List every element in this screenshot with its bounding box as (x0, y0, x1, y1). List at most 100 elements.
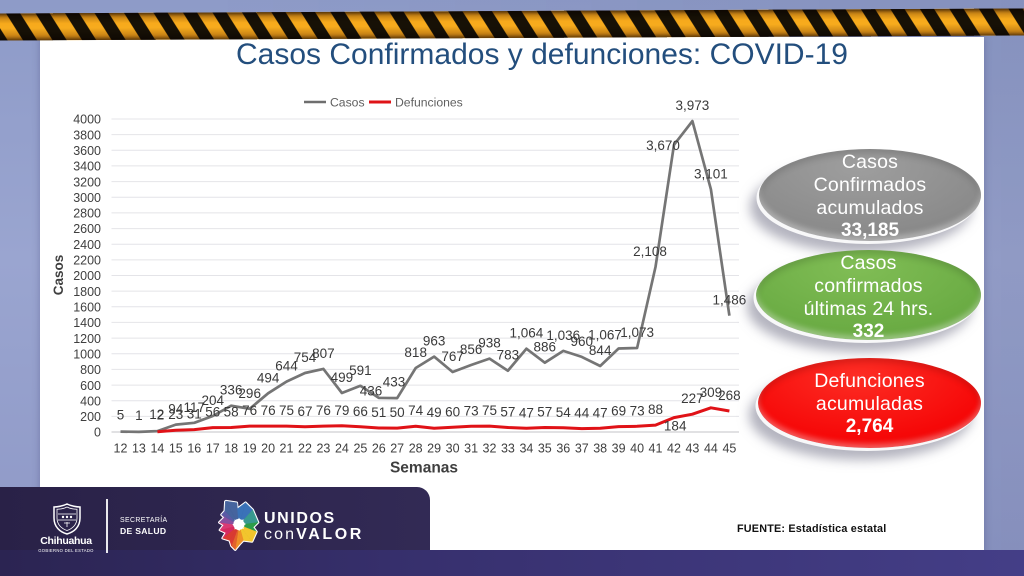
svg-text:2: 2 (157, 408, 165, 423)
svg-text:45: 45 (722, 442, 736, 456)
svg-text:Semanas: Semanas (390, 460, 458, 477)
svg-text:23: 23 (316, 442, 330, 456)
svg-text:117: 117 (184, 400, 206, 415)
svg-text:54: 54 (556, 405, 572, 420)
svg-text:75: 75 (279, 403, 294, 418)
svg-text:94: 94 (168, 402, 184, 417)
svg-text:1,067: 1,067 (588, 328, 622, 343)
svg-text:44: 44 (574, 406, 590, 421)
svg-text:Casos: Casos (51, 255, 66, 296)
svg-text:20: 20 (261, 442, 275, 456)
svg-text:56: 56 (205, 405, 220, 420)
svg-text:47: 47 (593, 405, 608, 420)
svg-text:75: 75 (482, 403, 497, 418)
svg-text:2200: 2200 (73, 254, 101, 268)
svg-text:807: 807 (312, 346, 335, 361)
svg-text:34: 34 (519, 442, 533, 456)
svg-text:88: 88 (648, 402, 663, 417)
svg-text:29: 29 (427, 442, 441, 456)
svg-text:18: 18 (224, 442, 238, 456)
svg-text:50: 50 (390, 405, 405, 420)
svg-text:1200: 1200 (73, 332, 101, 346)
svg-text:3800: 3800 (73, 128, 101, 142)
svg-text:200: 200 (80, 410, 101, 424)
svg-text:400: 400 (80, 394, 101, 408)
svg-text:960: 960 (571, 334, 594, 349)
svg-text:184: 184 (664, 419, 687, 434)
svg-text:12: 12 (114, 442, 128, 456)
svg-text:31: 31 (187, 407, 202, 422)
svg-text:644: 644 (275, 359, 298, 374)
svg-text:17: 17 (206, 442, 220, 456)
svg-text:499: 499 (331, 370, 354, 385)
svg-text:1600: 1600 (73, 301, 101, 315)
svg-text:Defunciones: Defunciones (395, 96, 463, 110)
svg-text:58: 58 (224, 405, 239, 420)
svg-text:76: 76 (242, 403, 257, 418)
svg-text:600: 600 (80, 379, 101, 393)
svg-text:60: 60 (445, 404, 460, 419)
svg-text:336: 336 (220, 383, 243, 398)
svg-text:73: 73 (464, 403, 479, 418)
svg-text:1400: 1400 (73, 316, 101, 330)
svg-text:856: 856 (460, 342, 483, 357)
svg-text:51: 51 (371, 405, 386, 420)
svg-text:1,486: 1,486 (713, 293, 747, 308)
svg-text:2000: 2000 (73, 269, 101, 283)
svg-text:3,973: 3,973 (676, 98, 710, 113)
svg-text:32: 32 (483, 442, 497, 456)
svg-text:204: 204 (202, 393, 225, 408)
svg-text:13: 13 (132, 442, 146, 456)
svg-text:35: 35 (538, 442, 552, 456)
svg-text:2,108: 2,108 (633, 244, 667, 259)
svg-text:2800: 2800 (73, 207, 101, 221)
svg-text:800: 800 (80, 363, 101, 377)
svg-text:15: 15 (169, 442, 183, 456)
svg-text:1,073: 1,073 (620, 325, 654, 340)
svg-text:3200: 3200 (73, 175, 101, 189)
svg-text:49: 49 (427, 405, 442, 420)
svg-text:494: 494 (257, 370, 280, 385)
svg-text:2600: 2600 (73, 222, 101, 236)
svg-text:3400: 3400 (73, 160, 101, 174)
svg-text:5: 5 (117, 408, 125, 423)
svg-text:14: 14 (150, 442, 164, 456)
svg-text:938: 938 (478, 336, 501, 351)
svg-text:79: 79 (334, 403, 349, 418)
svg-text:31: 31 (464, 442, 478, 456)
svg-text:66: 66 (353, 404, 368, 419)
svg-text:433: 433 (383, 375, 406, 390)
svg-text:26: 26 (372, 442, 386, 456)
svg-text:844: 844 (589, 343, 612, 358)
svg-text:4000: 4000 (73, 113, 101, 127)
svg-text:1800: 1800 (73, 285, 101, 299)
svg-text:73: 73 (630, 403, 645, 418)
svg-text:40: 40 (630, 442, 644, 456)
svg-text:42: 42 (667, 442, 681, 456)
svg-text:754: 754 (294, 350, 317, 365)
svg-text:3000: 3000 (73, 191, 101, 205)
svg-text:963: 963 (423, 334, 446, 349)
svg-text:44: 44 (704, 442, 718, 456)
svg-text:886: 886 (534, 340, 557, 355)
svg-text:268: 268 (718, 388, 741, 403)
svg-text:39: 39 (612, 442, 626, 456)
svg-text:783: 783 (497, 348, 520, 363)
svg-text:23: 23 (168, 407, 183, 422)
svg-text:37: 37 (575, 442, 589, 456)
svg-text:67: 67 (297, 404, 312, 419)
svg-text:19: 19 (243, 442, 257, 456)
svg-text:3,101: 3,101 (694, 166, 728, 181)
svg-text:591: 591 (349, 363, 372, 378)
svg-text:0: 0 (94, 426, 101, 440)
svg-text:818: 818 (404, 345, 427, 360)
svg-text:57: 57 (537, 405, 552, 420)
svg-text:1: 1 (135, 408, 143, 423)
svg-text:27: 27 (390, 442, 404, 456)
svg-text:74: 74 (408, 403, 424, 418)
svg-text:28: 28 (409, 442, 423, 456)
svg-text:41: 41 (649, 442, 663, 456)
svg-text:43: 43 (685, 442, 699, 456)
svg-text:57: 57 (500, 405, 515, 420)
svg-text:2400: 2400 (73, 238, 101, 252)
